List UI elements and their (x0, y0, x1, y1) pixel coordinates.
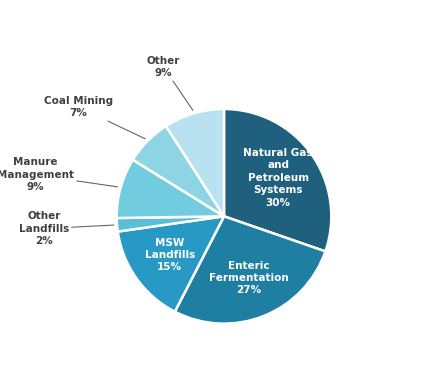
Wedge shape (224, 109, 332, 251)
Wedge shape (116, 160, 224, 218)
Wedge shape (166, 109, 224, 217)
Text: 2019 U.S. Methane Emissions, By Source: 2019 U.S. Methane Emissions, By Source (39, 15, 409, 30)
Wedge shape (175, 217, 325, 324)
Wedge shape (117, 217, 224, 232)
Text: Coal Mining
7%: Coal Mining 7% (44, 96, 145, 139)
Text: MSW
Landfills
15%: MSW Landfills 15% (145, 237, 195, 272)
Text: Other
Landfills
2%: Other Landfills 2% (19, 211, 114, 246)
Text: Natural Gas
and
Petroleum
Systems
30%: Natural Gas and Petroleum Systems 30% (243, 148, 313, 208)
Text: Manure
Management
9%: Manure Management 9% (0, 158, 117, 192)
Wedge shape (133, 126, 224, 217)
Text: Enteric
Fermentation
27%: Enteric Fermentation 27% (209, 261, 289, 296)
Wedge shape (118, 217, 224, 312)
Text: Other
9%: Other 9% (147, 56, 193, 110)
